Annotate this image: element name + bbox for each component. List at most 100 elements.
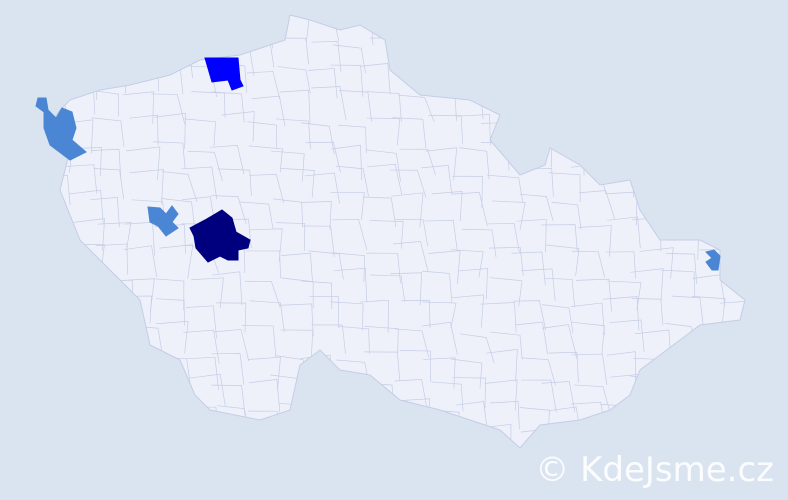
district-border: [511, 94, 541, 125]
district-border: [548, 351, 579, 383]
district-border: [155, 378, 191, 414]
district-border: [271, 150, 305, 182]
district-border: [361, 62, 391, 95]
district-border: [69, 332, 102, 361]
district-border: [90, 197, 120, 228]
district-border: [664, 148, 700, 182]
region-southwest[interactable]: [147, 205, 179, 237]
district-border: [250, 436, 282, 448]
district-border: [187, 150, 223, 181]
district-border: [125, 46, 159, 78]
district-border: [390, 35, 423, 68]
district-border: [281, 252, 313, 283]
district-border: [126, 146, 161, 181]
district-border: [45, 384, 70, 418]
district-border: [191, 277, 224, 309]
district-border: [215, 302, 247, 333]
region-east[interactable]: [705, 249, 721, 271]
region-west[interactable]: [35, 97, 87, 161]
district-border: [603, 296, 640, 331]
district-border: [393, 241, 429, 273]
district-border: [62, 462, 95, 489]
district-border: [399, 350, 432, 382]
district-border: [161, 198, 196, 231]
district-border: [721, 240, 745, 275]
district-border: [664, 98, 701, 125]
district-border: [331, 410, 362, 443]
district-border: [721, 225, 745, 256]
district-border: [519, 193, 554, 222]
district-border: [428, 15, 460, 46]
district-border: [573, 384, 611, 413]
district-border: [221, 111, 255, 142]
district-border: [690, 327, 720, 361]
district-border: [480, 302, 517, 333]
district-border: [701, 151, 736, 179]
district-border: [635, 15, 665, 39]
district-border: [155, 463, 187, 494]
district-border: [45, 223, 77, 256]
district-border: [45, 34, 60, 67]
district-border: [423, 434, 455, 448]
district-border: [576, 278, 612, 312]
district-border: [489, 246, 524, 276]
district-border: [451, 191, 488, 226]
district-border: [549, 60, 579, 92]
district-border: [301, 225, 335, 257]
district-border: [662, 401, 695, 432]
district-border: [671, 41, 705, 73]
district-border: [421, 270, 453, 303]
district-border: [720, 116, 745, 144]
district-border: [63, 274, 96, 306]
district-border: [278, 37, 309, 65]
district-border: [488, 462, 520, 494]
district-border: [91, 293, 127, 327]
district-border: [60, 19, 93, 52]
district-border: [391, 192, 424, 228]
district-border: [335, 165, 369, 197]
district-border: [759, 17, 788, 49]
district-border: [62, 375, 99, 407]
region-central[interactable]: [189, 209, 251, 263]
district-border: [91, 117, 125, 147]
region-north[interactable]: [204, 57, 244, 91]
district-border: [727, 325, 745, 356]
district-border: [211, 195, 247, 225]
district-border: [122, 347, 155, 375]
district-border: [187, 356, 219, 391]
district-border: [481, 40, 515, 73]
district-border: [459, 333, 495, 364]
district-border: [579, 190, 615, 219]
district-border: [450, 358, 483, 389]
district-border: [152, 141, 186, 169]
district-border: [398, 94, 435, 122]
district-border: [431, 381, 464, 412]
district-border: [68, 355, 103, 386]
district-border: [95, 243, 128, 275]
district-border: [218, 454, 248, 485]
district-border: [330, 192, 365, 220]
district-border: [639, 247, 674, 279]
district-border: [487, 223, 520, 253]
district-border: [338, 460, 371, 493]
district-border: [248, 145, 283, 173]
district-border: [61, 164, 98, 194]
district-border: [93, 427, 126, 448]
district-border: [759, 254, 788, 282]
district-border: [273, 198, 304, 227]
district-border: [184, 118, 216, 146]
district-border: [422, 301, 457, 329]
district-border: [308, 250, 344, 280]
district-border: [607, 280, 642, 310]
district-border: [339, 90, 372, 122]
district-border: [362, 196, 397, 228]
district-border: [758, 219, 788, 249]
district-border: [156, 320, 189, 354]
district-border: [752, 356, 781, 383]
district-border: [308, 68, 338, 99]
district-border: [248, 379, 281, 413]
district-border: [366, 91, 402, 123]
district-border: [634, 95, 670, 127]
district-border: [725, 170, 745, 204]
district-border: [759, 47, 788, 74]
